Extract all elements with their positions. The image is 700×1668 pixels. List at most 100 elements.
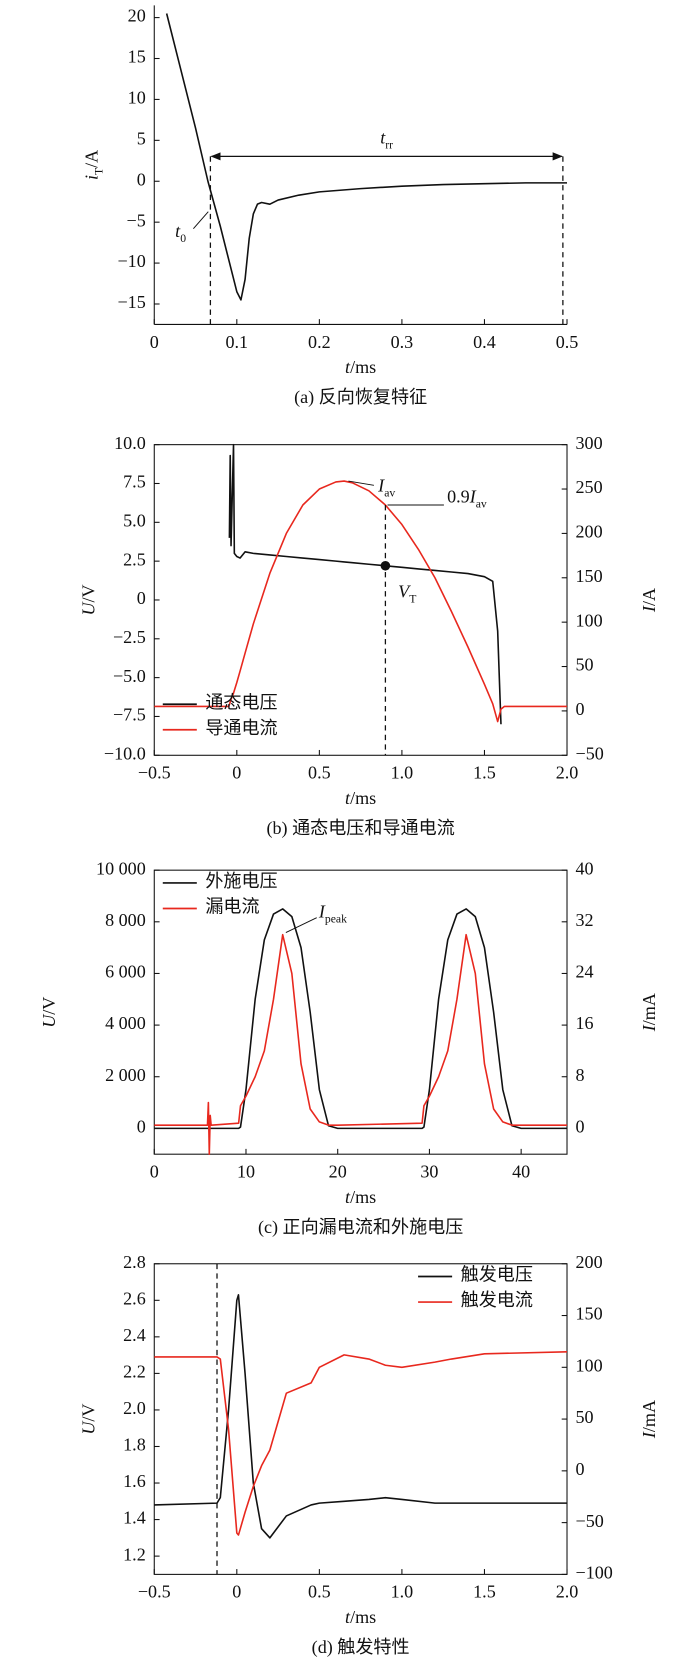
caption: (b) 通态电压和导通电流 (266, 818, 454, 839)
y-tick-label: 1.4 (123, 1508, 146, 1528)
y-tick-label: 2.4 (123, 1325, 146, 1345)
iav-label-part: av (384, 487, 395, 500)
y-tick-label: 2 000 (105, 1065, 146, 1085)
y-tick-label: −10.0 (104, 743, 146, 763)
x-tick-label: 1.0 (391, 763, 414, 783)
y2-axis-label-part: /mA (639, 1400, 659, 1432)
y-axis-label: iT/A (82, 150, 106, 180)
y-axis-label: U/V (79, 1403, 99, 1434)
y2-axis-label: I/A (639, 588, 659, 613)
y-tick-label: 10 (128, 88, 146, 108)
x-tick-label: 0.1 (226, 332, 249, 352)
x-tick-label: 40 (512, 1162, 530, 1182)
y-tick-label: 2.6 (123, 1288, 146, 1308)
peak-label-part: peak (325, 913, 347, 926)
y2-tick-label: 50 (576, 655, 594, 675)
x-tick-label: 0.2 (308, 332, 331, 352)
x-axis-label: t/ms (345, 788, 376, 808)
x-axis-label-part: /ms (350, 357, 376, 377)
x-tick-label: 2.0 (556, 763, 579, 783)
vt-label-part: V (398, 582, 411, 602)
y-tick-label: −15 (117, 292, 145, 312)
y-tick-label: 1.6 (123, 1471, 146, 1491)
x-tick-label: 0.4 (473, 332, 496, 352)
y-axis-label-part: U (39, 1013, 59, 1028)
x-axis-label-part: /ms (350, 788, 376, 808)
y2-tick-label: 150 (576, 1304, 603, 1324)
y-axis-label: U/V (79, 584, 99, 615)
plot-frame (153, 1263, 568, 1575)
x-axis-label: t/ms (345, 1607, 376, 1627)
y-tick-label: −5.0 (113, 666, 146, 686)
legend-label: 通态电压 (205, 692, 277, 712)
legend-label: 外施电压 (205, 871, 277, 891)
x-axis-label-part: t (345, 1187, 351, 1207)
y-axis-label-part: /V (39, 997, 59, 1015)
y2-tick-label: 0 (576, 699, 585, 719)
x-tick-label: 0.5 (556, 332, 579, 352)
y2-tick-label: 200 (576, 1252, 603, 1272)
y-axis-label-part: /A (82, 150, 102, 168)
data-line (228, 443, 502, 725)
y-axis-label-part: U (79, 1420, 99, 1435)
y2-axis-label-part: I (639, 605, 659, 613)
y2-axis-label-part: /A (639, 588, 659, 606)
t0-label: t0 (175, 221, 186, 245)
x-tick-label: 10 (237, 1162, 255, 1182)
y-tick-label: 2.0 (123, 1398, 146, 1418)
y-tick-label: −5 (127, 210, 146, 230)
y2-tick-label: 100 (576, 610, 603, 630)
y2-tick-label: 0 (576, 1117, 585, 1137)
y-axis-label: U/V (39, 997, 59, 1028)
y-tick-label: 2.8 (123, 1252, 146, 1272)
x-tick-label: 0 (150, 332, 159, 352)
y2-tick-label: 32 (576, 910, 594, 930)
y-tick-label: 6 000 (105, 962, 146, 982)
x-tick-label: 0 (150, 1162, 159, 1182)
vt-label-part: T (409, 593, 416, 606)
caption: (d) 触发特性 (312, 1637, 410, 1658)
t0-label-part: t (175, 221, 181, 241)
y-tick-label: 10.0 (114, 433, 146, 453)
iav-label-part: I (377, 476, 385, 496)
y2-axis-label: I/mA (639, 1400, 659, 1439)
x-tick-label: 0.5 (308, 763, 331, 783)
y2-tick-label: 250 (576, 477, 603, 497)
legend-label: 导通电流 (205, 718, 277, 738)
x-tick-label: 20 (329, 1162, 347, 1182)
x-axis-label: t/ms (345, 1187, 376, 1207)
trr-label-part: t (380, 128, 386, 148)
leader (348, 480, 374, 486)
x-tick-label: 1.5 (473, 1582, 496, 1602)
y-tick-label: 0 (137, 169, 146, 189)
y-tick-label: 2.2 (123, 1362, 146, 1382)
iav09-label-part: 0.9 (447, 487, 470, 507)
x-tick-label: 0 (232, 1582, 241, 1602)
peak-label-part: I (318, 902, 326, 922)
x-tick-label: 0.3 (391, 332, 414, 352)
y-axis-label-part: /V (79, 584, 99, 602)
y-axis-label-part: /V (79, 1403, 99, 1421)
y2-tick-label: −50 (576, 1511, 604, 1531)
y-tick-label: 15 (128, 47, 146, 67)
x-axis-label: t/ms (345, 357, 376, 377)
leader (193, 211, 209, 230)
y-tick-label: −10 (117, 251, 145, 271)
iav09-label: 0.9Iav (447, 487, 487, 511)
y2-tick-label: −100 (576, 1563, 613, 1583)
iav-label: Iav (377, 476, 395, 500)
y-tick-label: 4 000 (105, 1013, 146, 1033)
x-tick-label: −0.5 (138, 1582, 171, 1602)
y2-tick-label: 8 (576, 1065, 585, 1085)
legend-label: 漏电流 (205, 897, 259, 917)
y-tick-label: 0 (137, 588, 146, 608)
t0-label-part: 0 (180, 232, 186, 245)
vt-label: VT (398, 582, 416, 606)
data-line (165, 13, 568, 301)
iav09-label-part: I (469, 487, 477, 507)
y-tick-label: 10 000 (96, 858, 146, 878)
caption: (c) 正向漏电流和外施电压 (258, 1217, 463, 1238)
x-tick-label: 1.0 (391, 1582, 414, 1602)
y2-tick-label: −50 (576, 743, 604, 763)
